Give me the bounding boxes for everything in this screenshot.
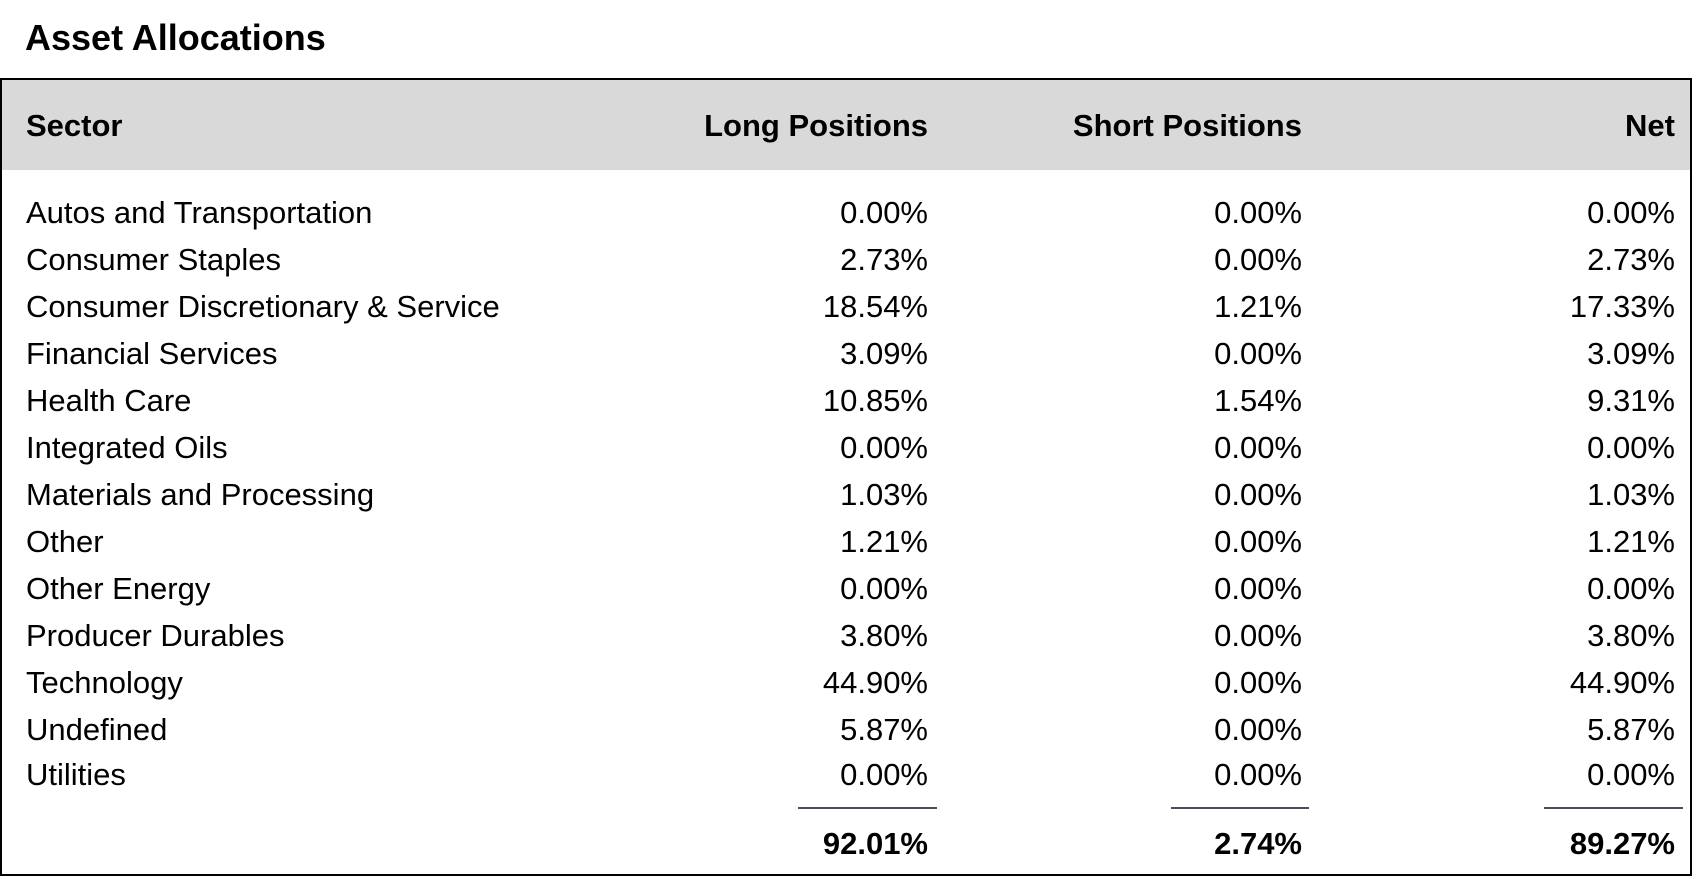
long-cell: 3.09% [840,336,928,371]
net-cell: 0.00% [1587,571,1675,606]
table-row: Materials and Processing 1.03% 0.00% 1.0… [2,475,1690,522]
net-cell: 3.09% [1587,336,1675,371]
long-cell: 0.00% [840,195,928,230]
long-cell: 1.21% [840,524,928,559]
net-cell: 1.03% [1587,477,1675,512]
header-short-positions: Short Positions [1072,108,1302,143]
sector-cell: Consumer Discretionary & Service [26,289,500,324]
short-cell: 0.00% [1214,571,1302,606]
long-subtotal-underline [798,807,937,809]
table-row: Other Energy 0.00% 0.00% 0.00% [2,569,1690,616]
short-cell: 0.00% [1214,665,1302,700]
total-net-cell: 89.27% [1569,826,1675,861]
short-cell: 0.00% [1214,757,1302,792]
page-title: Asset Allocations [25,17,326,58]
long-cell: 10.85% [822,383,928,418]
table-header: Sector Long Positions Short Positions Ne… [2,80,1690,170]
totals-row: 92.01% 2.74% 89.27% [2,824,1690,871]
short-cell: 1.21% [1214,289,1302,324]
long-cell: 44.90% [822,665,928,700]
sector-cell: Health Care [26,383,192,418]
sector-cell: Materials and Processing [26,477,375,512]
net-cell: 44.90% [1569,665,1675,700]
long-cell: 0.00% [840,757,928,792]
short-cell: 0.00% [1214,477,1302,512]
table-row: Undefined 5.87% 0.00% 5.87% [2,710,1690,757]
table-row: Consumer Staples 2.73% 0.00% 2.73% [2,240,1690,287]
short-cell: 0.00% [1214,195,1302,230]
sector-cell: Autos and Transportation [26,195,373,230]
short-cell: 0.00% [1214,712,1302,747]
table-row: Utilities 0.00% 0.00% 0.00% [2,755,1690,802]
asset-allocation-table: Sector Long Positions Short Positions Ne… [0,78,1692,876]
sector-cell: Producer Durables [26,618,285,653]
short-cell: 1.54% [1214,383,1302,418]
sector-cell: Integrated Oils [26,430,228,465]
sector-cell: Other Energy [26,571,211,606]
long-cell: 0.00% [840,571,928,606]
net-cell: 0.00% [1587,757,1675,792]
header-net: Net [1625,108,1675,143]
table-row: Financial Services 3.09% 0.00% 3.09% [2,334,1690,381]
short-cell: 0.00% [1214,430,1302,465]
table-row: Other 1.21% 0.00% 1.21% [2,522,1690,569]
sector-cell: Consumer Staples [26,242,282,277]
table-row: Integrated Oils 0.00% 0.00% 0.00% [2,428,1690,475]
short-cell: 0.00% [1214,524,1302,559]
net-cell: 2.73% [1587,242,1675,277]
sector-cell: Financial Services [26,336,278,371]
net-cell: 0.00% [1587,195,1675,230]
sector-cell: Utilities [26,757,126,792]
total-long-cell: 92.01% [822,826,928,861]
table-row: Health Care 10.85% 1.54% 9.31% [2,381,1690,428]
sector-cell: Undefined [26,712,168,747]
long-cell: 5.87% [840,712,928,747]
long-cell: 2.73% [840,242,928,277]
short-cell: 0.00% [1214,336,1302,371]
sector-cell: Technology [26,665,183,700]
header-sector: Sector [26,108,123,143]
net-cell: 3.80% [1587,618,1675,653]
total-short-cell: 2.74% [1214,826,1302,861]
net-cell: 1.21% [1587,524,1675,559]
long-cell: 1.03% [840,477,928,512]
short-subtotal-underline [1171,807,1309,809]
net-cell: 9.31% [1587,383,1675,418]
sector-cell: Other [26,524,104,559]
header-long-positions: Long Positions [704,108,928,143]
short-cell: 0.00% [1214,618,1302,653]
net-cell: 5.87% [1587,712,1675,747]
table-row: Consumer Discretionary & Service 18.54% … [2,287,1690,334]
net-cell: 17.33% [1569,289,1675,324]
long-cell: 3.80% [840,618,928,653]
table-row: Autos and Transportation 0.00% 0.00% 0.0… [2,193,1690,240]
table-row: Technology 44.90% 0.00% 44.90% [2,663,1690,710]
long-cell: 18.54% [822,289,928,324]
long-cell: 0.00% [840,430,928,465]
net-cell: 0.00% [1587,430,1675,465]
table-row: Producer Durables 3.80% 0.00% 3.80% [2,616,1690,663]
short-cell: 0.00% [1214,242,1302,277]
net-subtotal-underline [1544,807,1683,809]
